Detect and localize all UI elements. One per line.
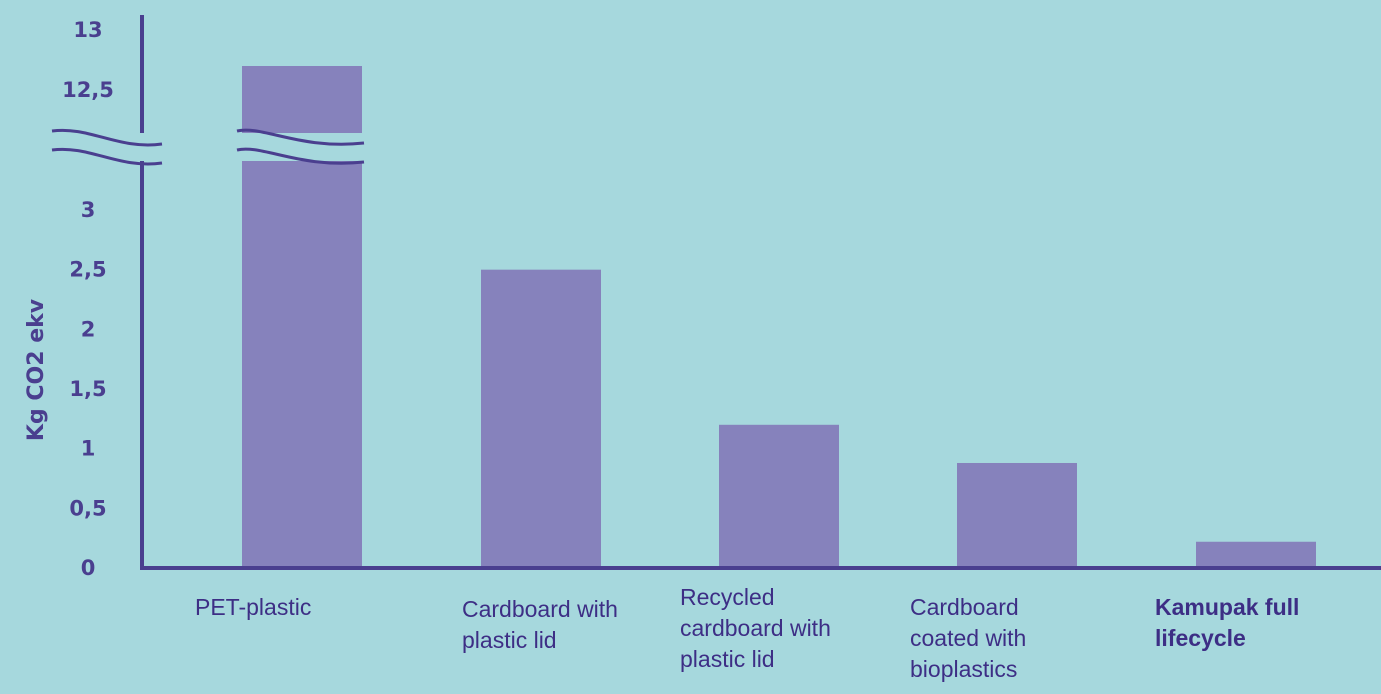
category-label: Cardboard coated with bioplastics [910,594,1027,682]
category-label: Cardboard with plastic lid [462,596,618,653]
y-tick-labels: 0 0,5 1 1,5 2 2,5 3 12,5 13 [62,18,114,580]
y-tick-label: 3 [81,198,96,222]
y-axis-label: Kg CO2 ekv [24,298,49,441]
bar-5 [1196,541,1316,568]
y-tick-label: 12,5 [62,78,114,102]
y-tick-label: 0 [81,556,96,580]
bar-3 [719,424,839,568]
category-label: Kamupak full lifecycle [1155,594,1300,651]
bar-4 [957,462,1077,568]
category-label: PET-plastic [195,594,312,620]
y-tick-label: 0,5 [69,496,106,520]
y-tick-label: 13 [73,18,102,42]
y-tick-label: 2 [81,317,96,341]
bar-2 [481,269,601,568]
bars-group [242,66,1316,568]
category-label: Recycled cardboard with plastic lid [680,584,831,672]
axes-group [140,15,1381,570]
y-tick-label: 1 [81,437,96,461]
y-tick-label: 2,5 [69,258,106,282]
y-tick-label: 1,5 [69,377,106,401]
axis-break-mark [50,128,370,166]
